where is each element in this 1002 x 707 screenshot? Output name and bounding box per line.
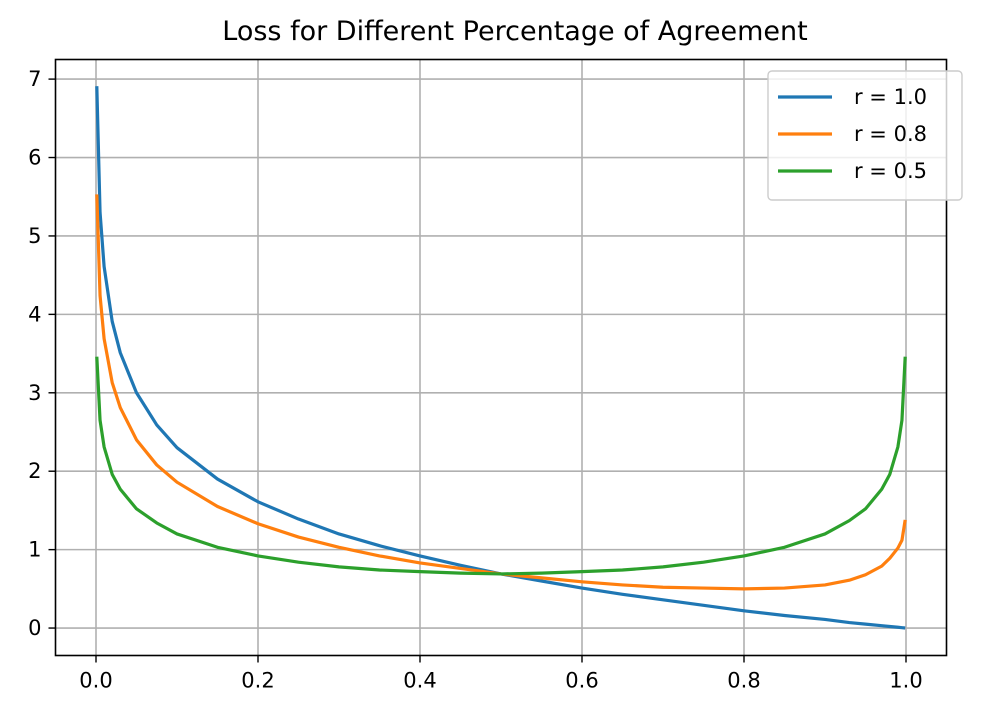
- legend-label: r = 0.5: [854, 159, 927, 183]
- y-tick-label: 4: [28, 302, 41, 326]
- legend: r = 1.0 r = 0.8 r = 0.5: [767, 70, 963, 201]
- axis-ticks: 0.0 0.2 0.4 0.6 0.8 1.0 0 1 2 3 4 5 6 7: [28, 67, 923, 692]
- legend-box: [767, 70, 963, 201]
- y-tick-label: 1: [28, 538, 41, 562]
- x-tick-label: 0.6: [565, 669, 598, 693]
- legend-label: r = 1.0: [854, 85, 927, 109]
- y-tick-label: 2: [28, 459, 41, 483]
- x-tick-label: 0.0: [79, 669, 112, 693]
- y-tick-label: 6: [28, 146, 41, 170]
- x-tick-label: 0.4: [403, 669, 436, 693]
- plot-lines: [95, 86, 907, 630]
- x-tick-label: 0.8: [727, 669, 760, 693]
- x-tick-label: 0.2: [241, 669, 274, 693]
- series-line-3: [95, 356, 907, 576]
- legend-label: r = 0.8: [854, 122, 927, 146]
- chart-title: Loss for Different Percentage of Agreeme…: [222, 16, 807, 47]
- grid: [55, 59, 947, 656]
- y-tick-label: 0: [28, 616, 41, 640]
- x-tick-label: 1.0: [889, 669, 922, 693]
- y-tick-label: 5: [28, 224, 41, 248]
- plot-frame: [54, 58, 948, 657]
- y-tick-label: 7: [28, 67, 41, 91]
- y-tick-label: 3: [28, 381, 41, 405]
